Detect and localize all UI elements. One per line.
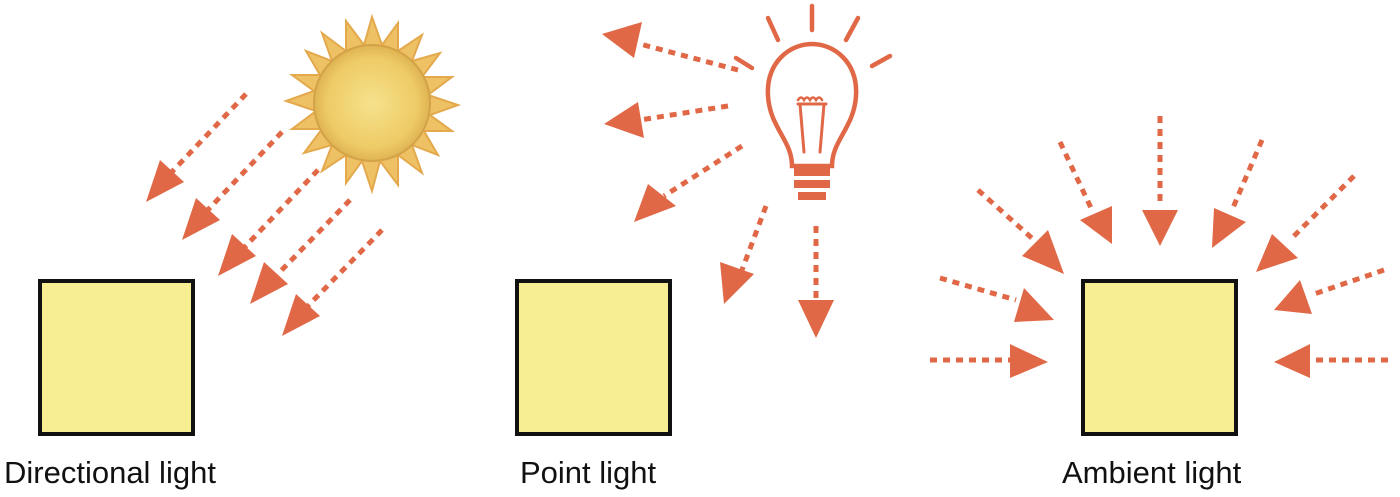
point-light-arrows [639, 41, 819, 300]
directional-arrowheads [146, 160, 320, 336]
ambient-arrowheads [1010, 206, 1312, 378]
ambient-arrows [930, 116, 1388, 363]
directional-light-panel [38, 13, 462, 436]
lit-object-square [38, 279, 195, 436]
directional-arrows [166, 92, 384, 312]
ambient-light-label: Ambient light [1062, 455, 1242, 490]
point-light-arrowheads [602, 22, 834, 338]
ambient-light-panel [930, 116, 1388, 436]
sun-icon [282, 13, 462, 195]
light-bulb-icon [733, 3, 893, 200]
point-light-panel [515, 3, 893, 436]
lit-object-square [1081, 279, 1238, 436]
directional-light-label: Directional light [4, 455, 216, 490]
lit-object-square [515, 279, 672, 436]
point-light-label: Point light [520, 455, 657, 490]
